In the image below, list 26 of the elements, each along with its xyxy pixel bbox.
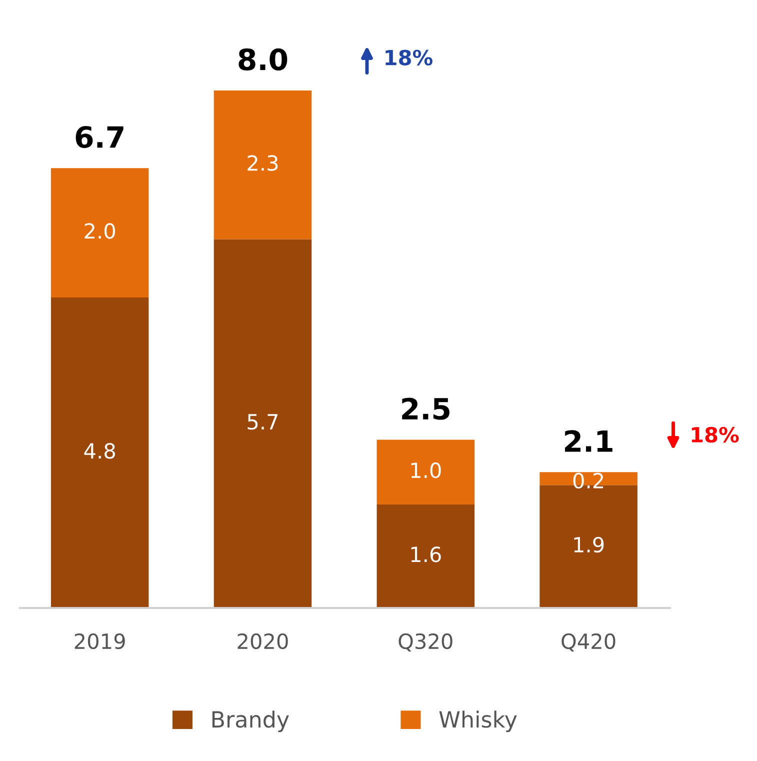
data-label: 2.3 bbox=[248, 155, 278, 171]
total-label: 2.1 bbox=[565, 430, 612, 452]
data-label: 5.7 bbox=[248, 414, 278, 430]
total-label: 2.5 bbox=[402, 398, 450, 420]
data-label: 1.0 bbox=[411, 462, 441, 478]
data-label: 0.2 bbox=[573, 472, 604, 489]
legend-label: Whisky bbox=[439, 710, 517, 732]
data-label: 2.0 bbox=[84, 223, 116, 239]
total-label: 8.0 bbox=[238, 48, 288, 70]
bar bbox=[50, 297, 149, 608]
text: 18% bbox=[692, 426, 739, 443]
x-tick-label: Q320 bbox=[398, 633, 452, 652]
text: 18% bbox=[386, 50, 432, 66]
bar bbox=[376, 504, 475, 608]
bar bbox=[214, 239, 312, 608]
bar bbox=[214, 90, 312, 240]
x-tick-label: Q420 bbox=[562, 633, 616, 652]
bar bbox=[376, 440, 475, 504]
bar bbox=[50, 168, 149, 298]
data-label: 4.8 bbox=[84, 443, 115, 459]
legend-label: Brandy bbox=[212, 710, 289, 732]
total-label: 6.7 bbox=[76, 126, 124, 148]
data-label: 1.6 bbox=[411, 546, 441, 562]
x-tick-label: 2019 bbox=[74, 633, 125, 650]
x-tick-label: 2020 bbox=[238, 633, 288, 650]
data-label: 1.9 bbox=[574, 536, 604, 553]
